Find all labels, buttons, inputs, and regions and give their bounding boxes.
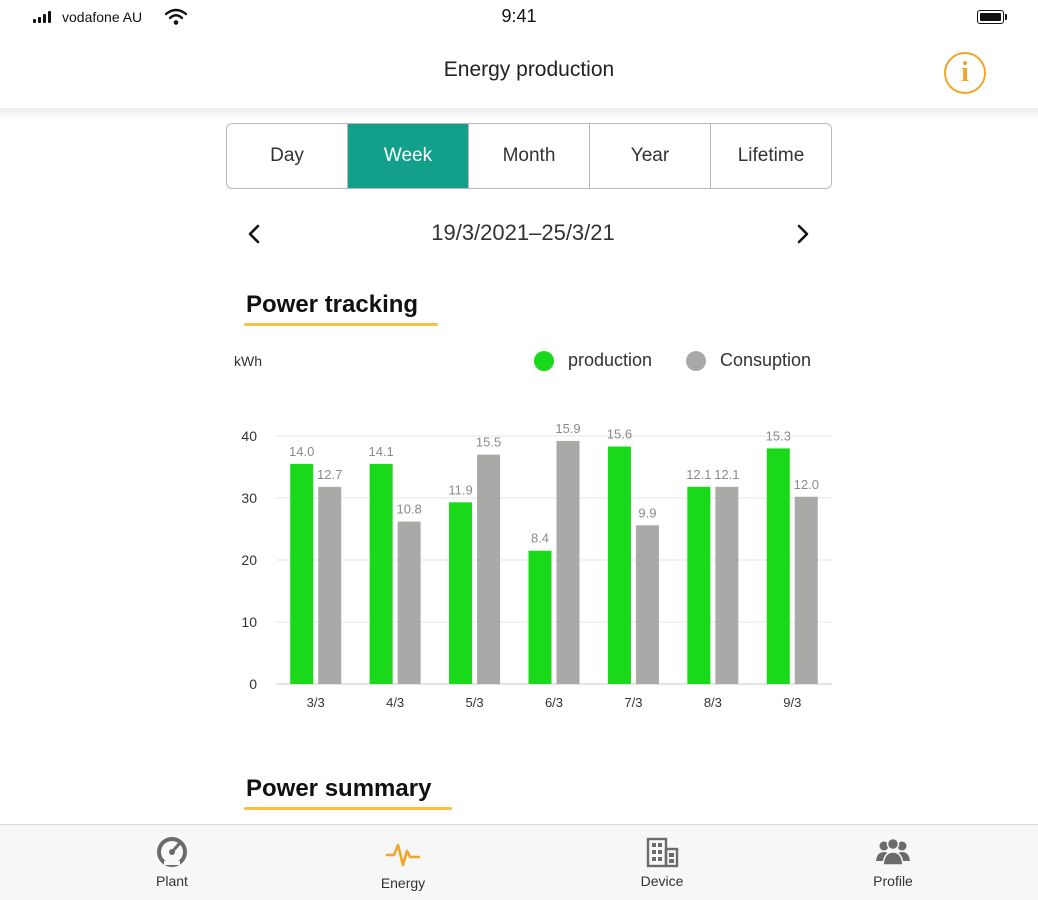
chevron-right-icon[interactable] (793, 222, 813, 246)
power-summary-label: Power summary (246, 775, 432, 802)
y-tick-label: 0 (249, 676, 257, 692)
y-tick-label: 40 (241, 428, 257, 444)
title-underline (244, 323, 438, 326)
bar-production (449, 502, 473, 684)
data-label: 10.8 (396, 502, 421, 517)
people-icon (876, 837, 910, 866)
data-label: 9.9 (638, 505, 656, 520)
x-tick-label: 6/3 (545, 695, 563, 710)
title-underline (244, 807, 452, 810)
bar-consumption (318, 486, 342, 684)
x-tick-label: 4/3 (386, 695, 404, 710)
building-icon (646, 837, 679, 868)
y-tick-label: 10 (241, 614, 257, 630)
tab-profile[interactable]: Profile (833, 835, 953, 889)
tab-day[interactable]: Day (227, 124, 348, 188)
tab-profile-label: Profile (873, 873, 913, 889)
status-bar: vodafone AU 9:41 (0, 0, 1038, 34)
bottom-tab-bar: Plant Energy Device (0, 824, 1038, 900)
bar-consumption (715, 486, 739, 684)
data-label: 8.4 (531, 531, 549, 546)
y-tick-label: 20 (241, 552, 257, 568)
bar-production (766, 448, 790, 684)
power-summary-title: Power summary (244, 775, 452, 810)
header-divider (0, 108, 1038, 120)
tab-week[interactable]: Week (348, 124, 469, 188)
data-label: 14.0 (289, 444, 314, 459)
bar-consumption (794, 496, 818, 684)
period-selector: Day Week Month Year Lifetime (226, 123, 832, 189)
power-tracking-label: Power tracking (246, 291, 419, 318)
nav-header: Energy production (0, 34, 1038, 110)
data-label: 15.9 (555, 421, 580, 436)
bar-consumption (477, 454, 501, 684)
page-title: Energy production (443, 58, 615, 81)
wifi-icon (165, 8, 187, 25)
legend-consumption: Consuption (686, 350, 811, 371)
x-tick-label: 3/3 (307, 695, 325, 710)
pulse-icon (385, 843, 421, 867)
x-tick-label: 9/3 (783, 695, 801, 710)
data-label: 12.1 (714, 467, 739, 482)
production-dot-icon (534, 350, 554, 371)
data-label: 15.5 (476, 435, 501, 450)
tab-lifetime[interactable]: Lifetime (737, 145, 805, 166)
tab-plant-label: Plant (156, 873, 188, 889)
data-label: 12.1 (686, 467, 711, 482)
data-label: 12.0 (794, 477, 819, 492)
data-label: 12.7 (317, 467, 342, 482)
bar-production (290, 463, 314, 684)
tab-device[interactable]: Device (602, 835, 722, 889)
bar-production (687, 486, 711, 684)
data-label: 15.6 (607, 427, 632, 442)
power-tracking-title: Power tracking (244, 291, 438, 326)
clock: 9:41 (501, 6, 537, 26)
signal-strength-icon (33, 11, 55, 23)
tab-device-label: Device (640, 873, 684, 889)
gauge-icon (157, 837, 187, 867)
tab-month[interactable]: Month (469, 124, 590, 188)
bar-production (528, 550, 552, 684)
tab-year[interactable]: Year (590, 124, 711, 188)
power-tracking-chart: 0 10 20 30 40 14.012.7 3/3 14.1 10.8 4/3 11.9 15.5 5… (241, 421, 832, 710)
bar-consumption (397, 521, 421, 684)
tab-energy[interactable]: Energy (343, 837, 463, 891)
tab-energy-label: Energy (380, 875, 426, 891)
data-label: 14.1 (368, 444, 393, 459)
legend-production-label: production (568, 350, 653, 370)
legend-production: production (534, 350, 652, 371)
carrier-name: vodafone AU (62, 9, 143, 25)
bar-production (607, 446, 631, 684)
tab-plant[interactable]: Plant (112, 835, 232, 889)
data-label: 15.3 (766, 428, 791, 443)
x-tick-label: 7/3 (624, 695, 642, 710)
y-tick-label: 30 (241, 490, 257, 506)
bar-consumption (635, 525, 659, 684)
battery-icon (977, 10, 1007, 24)
date-range: 19/3/2021–25/3/21 (431, 220, 615, 245)
x-tick-label: 5/3 (466, 695, 484, 710)
info-icon[interactable]: i (944, 52, 986, 94)
y-axis-unit: kWh (234, 353, 262, 369)
x-tick-label: 8/3 (704, 695, 722, 710)
legend-consumption-label: Consuption (720, 350, 812, 370)
bar-production (369, 463, 393, 684)
bar-consumption (556, 440, 580, 684)
chevron-left-icon[interactable] (244, 222, 264, 246)
data-label: 11.9 (448, 482, 472, 497)
consumption-dot-icon (686, 350, 706, 371)
